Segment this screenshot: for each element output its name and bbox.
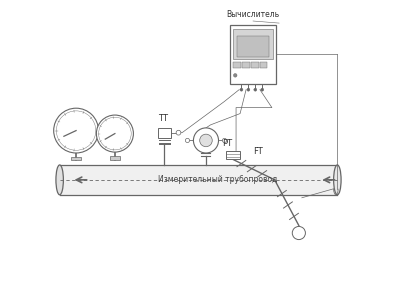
Text: Измерительный трубопровод: Измерительный трубопровод — [158, 176, 278, 184]
Bar — [226, 151, 240, 160]
Ellipse shape — [334, 165, 341, 195]
Bar — [260, 61, 267, 68]
Bar — [234, 29, 272, 59]
Bar — [60, 165, 337, 195]
Bar — [237, 36, 269, 57]
Circle shape — [234, 74, 237, 77]
Circle shape — [222, 138, 226, 142]
Circle shape — [185, 138, 190, 142]
Circle shape — [261, 88, 264, 91]
Circle shape — [247, 88, 250, 91]
Circle shape — [54, 108, 98, 153]
Bar — [242, 61, 250, 68]
Circle shape — [240, 88, 243, 91]
Ellipse shape — [56, 165, 63, 195]
Text: FT: FT — [253, 148, 263, 157]
Circle shape — [254, 88, 257, 91]
Circle shape — [176, 130, 181, 135]
Bar — [158, 128, 171, 138]
Text: Вычислитель: Вычислитель — [226, 10, 280, 19]
Bar — [234, 61, 241, 68]
Bar — [230, 25, 276, 84]
Text: ТТ: ТТ — [158, 114, 168, 123]
Text: РТ: РТ — [222, 139, 232, 148]
Circle shape — [194, 128, 218, 153]
Bar — [251, 61, 259, 68]
Bar — [71, 157, 82, 160]
Circle shape — [96, 115, 134, 152]
Circle shape — [200, 134, 212, 147]
Circle shape — [292, 226, 306, 240]
Bar — [110, 156, 120, 160]
